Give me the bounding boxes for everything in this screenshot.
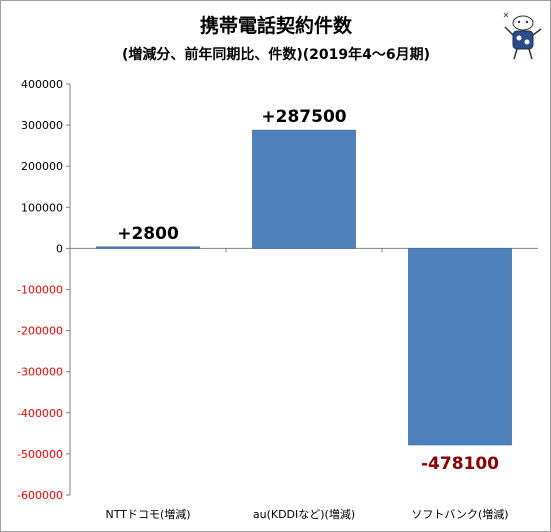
y-tick-label: 400000	[21, 78, 63, 91]
x-tick-label: ソフトバンク(増減)	[411, 507, 508, 521]
plot-area: 400000 300000 200000 100000 0 -100000 -200000 -…	[17, 78, 538, 521]
bar	[252, 129, 356, 249]
data-label: -478100	[421, 454, 499, 474]
mascot-icon	[503, 12, 542, 60]
y-tick-label: -200000	[17, 325, 63, 338]
chart-subtitle: (増減分、前年同期比、件数)(2019年4～6月期)	[122, 46, 430, 63]
bar	[408, 247, 512, 446]
y-tick-label: -500000	[17, 448, 63, 461]
x-tick-label: au(KDDIなど)(増減)	[253, 507, 355, 521]
y-tick-label: 200000	[21, 160, 63, 173]
x-tick-label: NTTドコモ(増減)	[105, 507, 190, 521]
y-tick-label: 100000	[21, 201, 63, 214]
y-tick-label: -100000	[17, 284, 63, 297]
data-label: +2800	[117, 224, 179, 244]
data-label: +287500	[261, 107, 346, 127]
y-tick-label: 300000	[21, 119, 63, 132]
y-tick-label: -400000	[17, 407, 63, 420]
y-tick-label: 0	[56, 242, 63, 255]
chart-title: 携帯電話契約件数	[200, 14, 353, 37]
bar	[96, 246, 200, 249]
y-tick-label: -600000	[17, 489, 63, 502]
y-tick-label: -300000	[17, 366, 63, 379]
